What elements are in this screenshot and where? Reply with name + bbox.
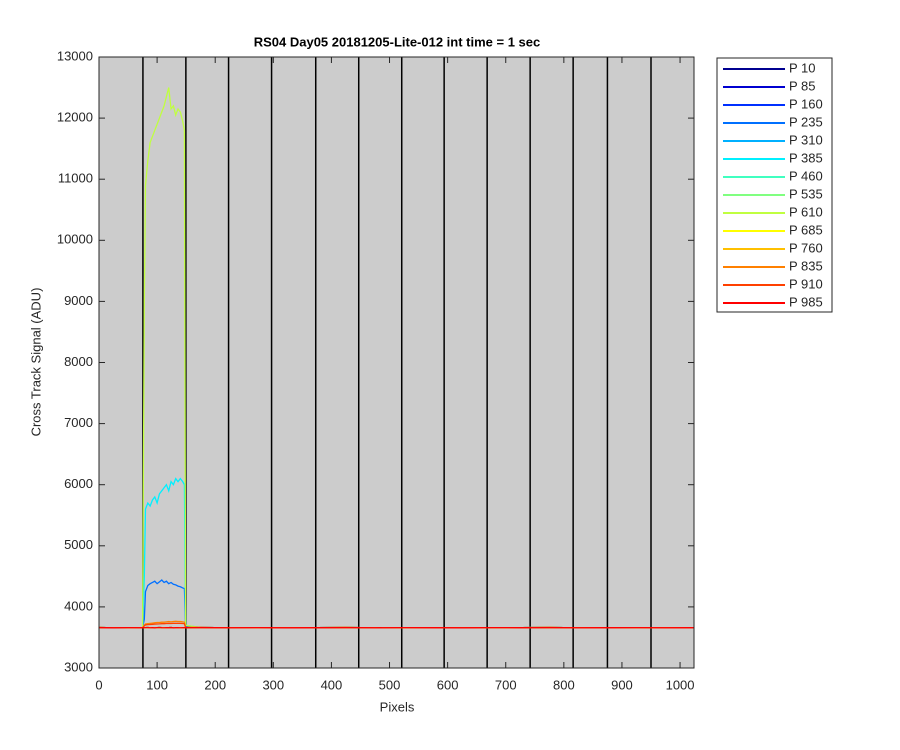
legend-label: P 535 (789, 186, 823, 201)
legend-label: P 760 (789, 240, 823, 255)
y-tick-label: 12000 (57, 110, 93, 125)
y-tick-label: 11000 (58, 171, 93, 186)
y-tick-label: 4000 (64, 598, 93, 613)
legend-label: P 10 (789, 60, 816, 75)
plot-area (99, 57, 694, 668)
chart-title: RS04 Day05 20181205-Lite-012 int time = … (254, 34, 541, 49)
x-tick-label: 0 (95, 677, 102, 692)
legend-label: P 310 (789, 132, 823, 147)
x-tick-label: 900 (611, 677, 633, 692)
y-tick-label: 8000 (64, 354, 93, 369)
legend-label: P 835 (789, 258, 823, 273)
legend-label: P 385 (789, 150, 823, 165)
x-tick-label: 400 (321, 677, 343, 692)
legend-label: P 160 (789, 96, 823, 111)
legend-box (716, 57, 833, 313)
x-tick-label: 800 (553, 677, 575, 692)
legend-label: P 85 (789, 78, 816, 93)
legend-label: P 235 (789, 114, 823, 129)
y-tick-label: 7000 (64, 415, 93, 430)
y-tick-label: 9000 (64, 293, 93, 308)
x-axis-label: Pixels (380, 699, 415, 714)
x-tick-label: 300 (262, 677, 284, 692)
legend-label: P 685 (789, 222, 823, 237)
y-tick-label: 13000 (57, 48, 93, 63)
y-tick-label: 3000 (64, 659, 93, 674)
legend-label: P 610 (789, 204, 823, 219)
y-tick-label: 5000 (64, 537, 93, 552)
legend-label: P 910 (789, 276, 823, 291)
x-tick-label: 200 (204, 677, 226, 692)
x-tick-label: 500 (379, 677, 401, 692)
y-axis-label: Cross Track Signal (ADU) (28, 288, 43, 437)
x-tick-label: 600 (437, 677, 459, 692)
x-tick-label: 100 (146, 677, 168, 692)
y-tick-label: 6000 (64, 476, 93, 491)
y-tick-label: 10000 (57, 232, 93, 247)
x-tick-label: 700 (495, 677, 517, 692)
legend-label: P 985 (789, 294, 823, 309)
legend-label: P 460 (789, 168, 823, 183)
x-tick-label: 1000 (666, 677, 695, 692)
